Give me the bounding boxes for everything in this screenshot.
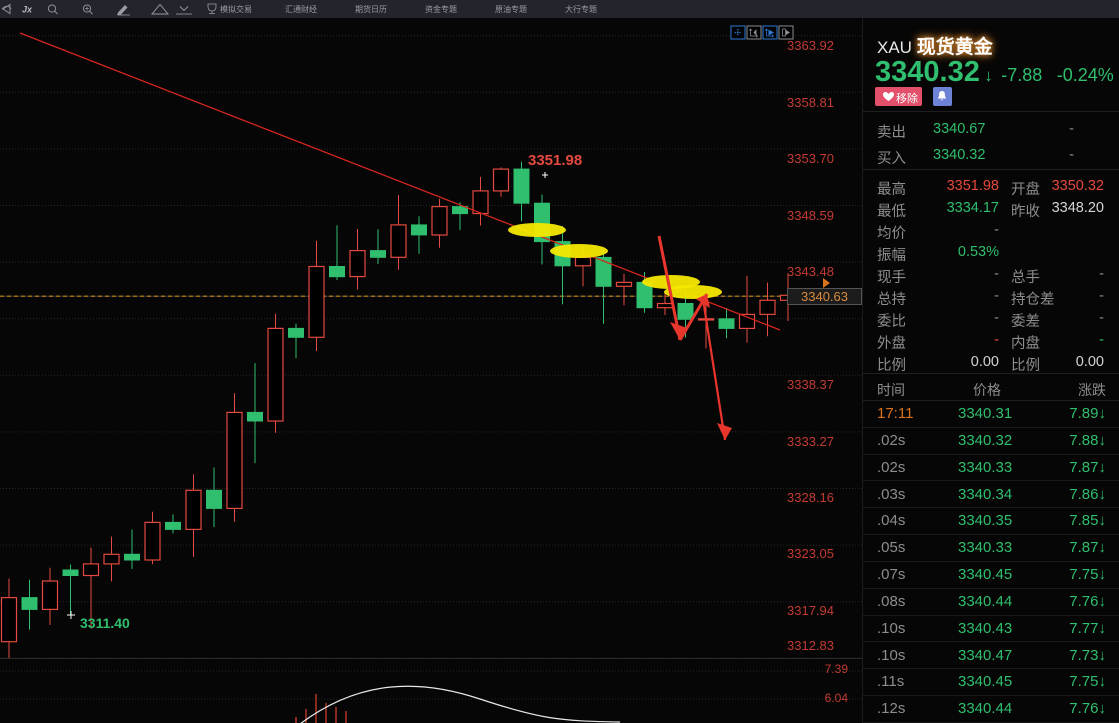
svg-text:原油专题: 原油专题: [495, 4, 527, 14]
svg-text:模拟交易: 模拟交易: [220, 4, 252, 14]
svg-text:3351.98: 3351.98: [528, 152, 582, 169]
svg-text:汇通财经: 汇通财经: [285, 4, 317, 14]
svg-text:3311.40: 3311.40: [80, 615, 130, 631]
svg-text:大行专题: 大行专题: [565, 4, 597, 14]
svg-text:Jx: Jx: [22, 5, 33, 15]
svg-text:期货日历: 期货日历: [355, 4, 387, 14]
svg-text:资金专题: 资金专题: [425, 4, 457, 14]
